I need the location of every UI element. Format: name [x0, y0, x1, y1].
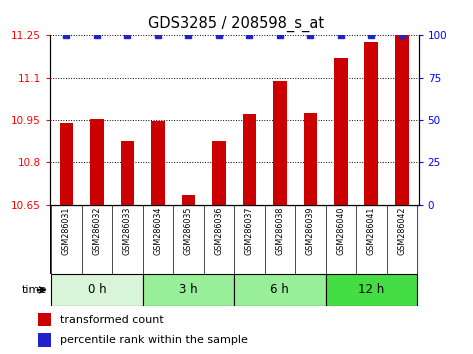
Bar [212, 141, 226, 205]
Text: 6 h: 6 h [271, 284, 289, 296]
Bar [365, 42, 378, 205]
Bar [234, 274, 325, 306]
Bar [143, 274, 234, 306]
Text: GSM286041: GSM286041 [367, 207, 376, 255]
Bar [334, 58, 348, 205]
Bar [243, 114, 256, 205]
Text: GSM286032: GSM286032 [92, 207, 101, 255]
Bar [90, 119, 104, 205]
Bar [121, 141, 134, 205]
Text: GSM286040: GSM286040 [336, 207, 345, 255]
Bar [395, 35, 409, 205]
Text: GSM286039: GSM286039 [306, 207, 315, 255]
Bar [151, 121, 165, 205]
Text: transformed count: transformed count [60, 315, 163, 325]
Text: time: time [22, 285, 47, 295]
Text: GSM286034: GSM286034 [153, 207, 162, 255]
Bar [60, 123, 73, 205]
Bar [38, 313, 51, 326]
Bar [304, 113, 317, 205]
Text: GSM286031: GSM286031 [62, 207, 71, 255]
Text: 12 h: 12 h [358, 284, 385, 296]
Text: 3 h: 3 h [179, 284, 198, 296]
Bar [273, 80, 287, 205]
Text: GDS3285 / 208598_s_at: GDS3285 / 208598_s_at [149, 16, 324, 32]
Bar [38, 333, 51, 347]
Text: 0 h: 0 h [88, 284, 106, 296]
Text: GSM286037: GSM286037 [245, 207, 254, 255]
Bar [325, 274, 417, 306]
Text: GSM286033: GSM286033 [123, 207, 132, 255]
Text: GSM286036: GSM286036 [214, 207, 223, 255]
Bar [51, 274, 143, 306]
Text: percentile rank within the sample: percentile rank within the sample [60, 335, 247, 345]
Text: GSM286042: GSM286042 [397, 207, 406, 255]
Text: GSM286038: GSM286038 [275, 207, 284, 255]
Bar [182, 195, 195, 205]
Text: GSM286035: GSM286035 [184, 207, 193, 255]
